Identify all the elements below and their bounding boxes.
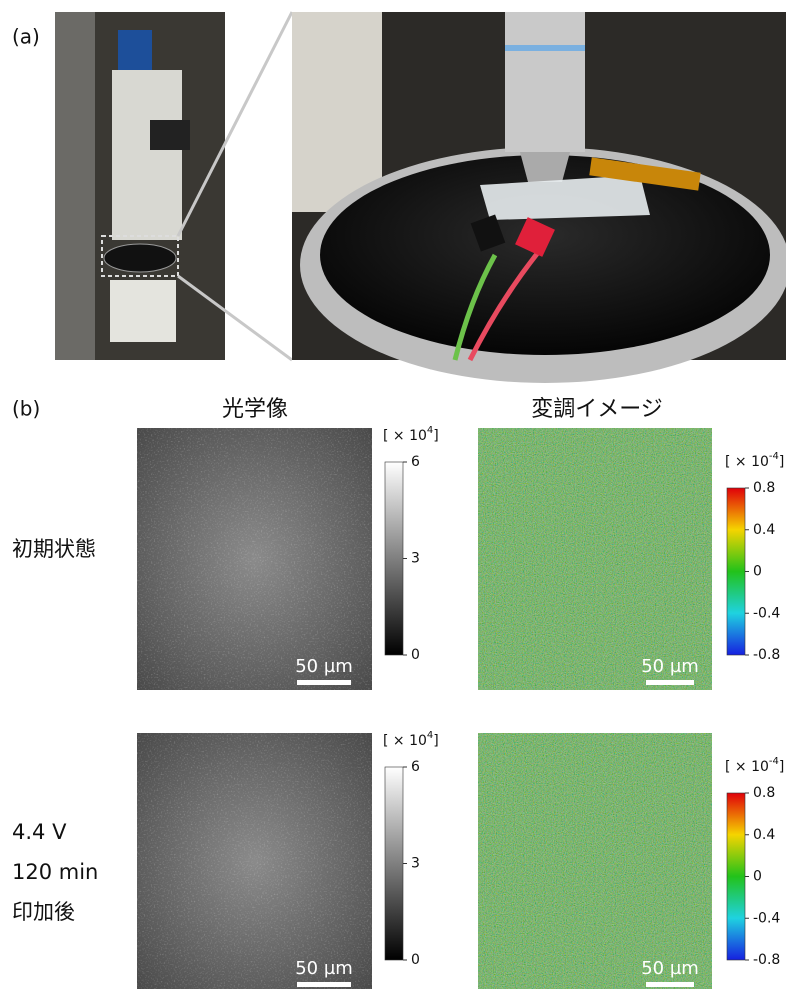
photo-stage bbox=[292, 12, 786, 383]
scale-bar bbox=[297, 982, 351, 987]
photo-setup bbox=[55, 12, 225, 360]
colorbar-unit-prefix: [ × 10 bbox=[383, 428, 427, 444]
row-label: 初期状態 bbox=[12, 537, 96, 561]
colorbar-unit: [ × 10-4] bbox=[725, 756, 784, 775]
colorbar-tick-label: 0 bbox=[411, 647, 420, 663]
colorbar-tick-label: 6 bbox=[411, 454, 420, 470]
scale-bar bbox=[646, 680, 694, 685]
scale-bar-label: 50 µm bbox=[641, 958, 699, 979]
colorbar-tick-label: -0.4 bbox=[753, 910, 780, 926]
colorbar-unit-suffix: ] bbox=[779, 759, 784, 775]
modulation-noise bbox=[478, 428, 712, 690]
colorbar-unit: [ × 104] bbox=[383, 425, 439, 444]
colorbar-unit-suffix: ] bbox=[433, 428, 438, 444]
colorbar-unit-exponent: -4 bbox=[769, 451, 779, 462]
colorbar-tick-label: 0 bbox=[753, 564, 762, 580]
colorbar-tick-label: 0 bbox=[753, 869, 762, 885]
scale-bar-label: 50 µm bbox=[295, 656, 353, 677]
column-title: 変調イメージ bbox=[531, 397, 663, 422]
figure: (a) (b) 光学像 変調イメージ 50 µm 50 µm [ × 104] 6 3 0… bbox=[0, 0, 786, 989]
column-title: 光学像 bbox=[222, 397, 288, 422]
colorbar-tick-label: 0.8 bbox=[753, 480, 775, 496]
body: (a) (b) 光学像 変調イメージ 50 µm 50 µm [ × 104] 6 3 0… bbox=[0, 0, 786, 989]
modulation-noise bbox=[478, 733, 712, 989]
colorbar-unit: [ × 104] bbox=[383, 730, 439, 749]
optical-speckle bbox=[137, 428, 372, 690]
scale-bar bbox=[646, 982, 694, 987]
colorbar-unit-exponent: -4 bbox=[769, 756, 779, 767]
colorbar-unit: [ × 10-4] bbox=[725, 451, 784, 470]
colorbar-tick-label: 0 bbox=[411, 952, 420, 968]
panel-label: (b) bbox=[12, 397, 40, 421]
colorbar-unit-prefix: [ × 10 bbox=[383, 733, 427, 749]
colorbar-tick-label: -0.4 bbox=[753, 605, 780, 621]
scale-bar bbox=[297, 680, 351, 685]
panel-label: (a) bbox=[12, 25, 40, 49]
colorbar-unit-prefix: [ × 10 bbox=[725, 454, 769, 470]
colorbar-tick-label: 6 bbox=[411, 759, 420, 775]
optical-speckle bbox=[137, 733, 372, 989]
row-label: 120 min bbox=[12, 860, 98, 884]
colorbar-unit-suffix: ] bbox=[433, 733, 438, 749]
page: {"panel_a": {"label": "(a)"}, "panel_b":… bbox=[0, 0, 786, 989]
row-label: 4.4 V bbox=[12, 820, 67, 844]
colorbar-unit-prefix: [ × 10 bbox=[725, 759, 769, 775]
colorbar bbox=[727, 488, 745, 655]
scale-bar-label: 50 µm bbox=[641, 656, 699, 677]
colorbar bbox=[385, 462, 403, 655]
colorbar-tick-label: 0.4 bbox=[753, 522, 775, 538]
colorbar-unit-suffix: ] bbox=[779, 454, 784, 470]
colorbar-tick-label: -0.8 bbox=[753, 647, 780, 663]
colorbar-tick-label: 3 bbox=[411, 551, 420, 567]
scale-bar-label: 50 µm bbox=[295, 958, 353, 979]
colorbar-tick-label: 0.4 bbox=[753, 827, 775, 843]
colorbar bbox=[727, 793, 745, 960]
colorbar-tick-label: 3 bbox=[411, 856, 420, 872]
row-label: 印加後 bbox=[12, 900, 75, 924]
colorbar-tick-label: 0.8 bbox=[753, 785, 775, 801]
colorbar-tick-label: -0.8 bbox=[753, 952, 780, 968]
colorbar bbox=[385, 767, 403, 960]
